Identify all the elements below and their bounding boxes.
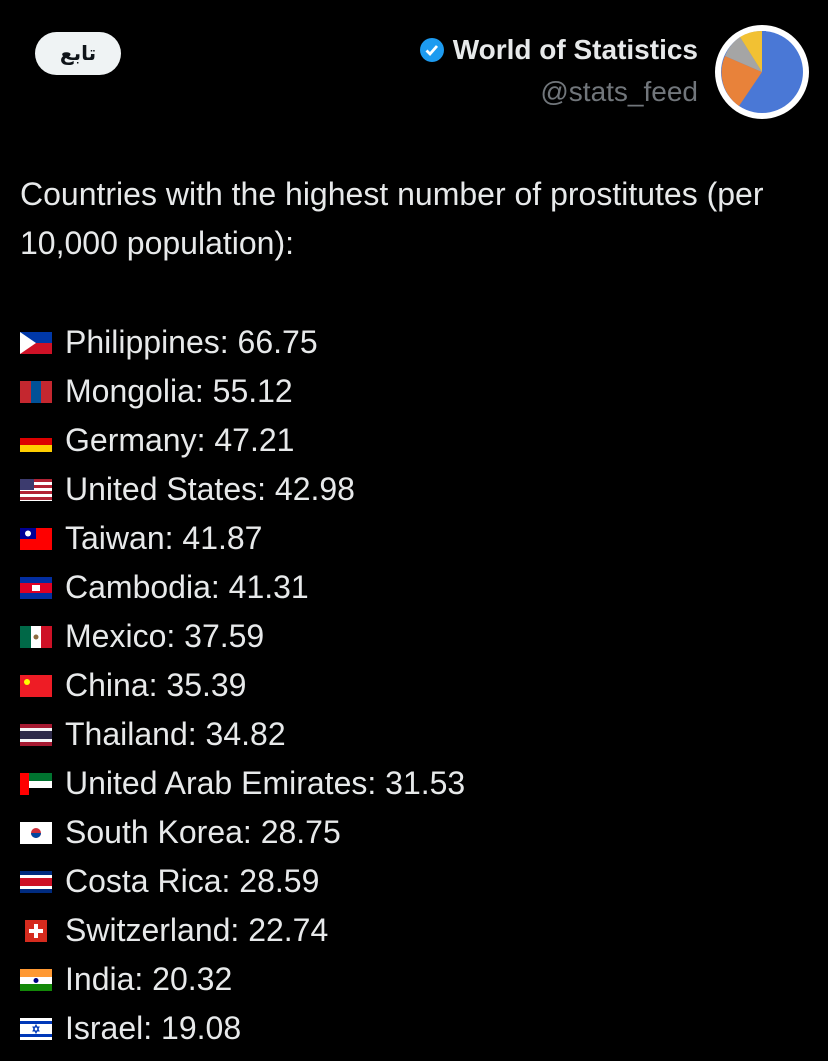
account-name-row: World of Statistics — [419, 34, 698, 66]
flag-icon — [20, 674, 52, 697]
list-item: United Arab Emirates: 31.53 — [20, 759, 465, 808]
list-item: Philippines: 66.75 — [20, 318, 465, 367]
flag-icon — [20, 772, 52, 795]
flag-icon — [20, 576, 52, 599]
list-item-text: South Korea: 28.75 — [65, 814, 341, 850]
list-item: Germany: 47.21 — [20, 416, 465, 465]
list-item-text: India: 20.32 — [65, 961, 233, 997]
list-item: Thailand: 34.82 — [20, 710, 465, 759]
flag-icon — [20, 1017, 52, 1040]
account-name[interactable]: World of Statistics — [452, 34, 698, 65]
list-item: Mexico: 37.59 — [20, 612, 465, 661]
flag-icon — [20, 429, 52, 452]
list-item: South Korea: 28.75 — [20, 808, 465, 857]
list-item-text: Thailand: 34.82 — [65, 716, 286, 752]
flag-icon — [20, 968, 52, 991]
tweet-list: Philippines: 66.75 Mongolia: 55.12 Germany… — [20, 318, 465, 1053]
list-item-text: Costa Rica: 28.59 — [65, 863, 320, 899]
flag-icon — [20, 821, 52, 844]
list-item: Mongolia: 55.12 — [20, 367, 465, 416]
avatar[interactable] — [714, 24, 810, 120]
list-item-text: China: 35.39 — [65, 667, 247, 703]
list-item: Cambodia: 41.31 — [20, 563, 465, 612]
list-item-text: United Arab Emirates: 31.53 — [65, 765, 466, 801]
flag-icon — [20, 527, 52, 550]
list-item-text: Germany: 47.21 — [65, 422, 295, 458]
flag-icon — [20, 478, 52, 501]
verified-badge — [419, 38, 444, 62]
list-item-text: Switzerland: 22.74 — [65, 912, 329, 948]
tweet-text: Countries with the highest number of pro… — [20, 176, 764, 261]
flag-icon — [20, 870, 52, 893]
list-item-text: Philippines: 66.75 — [65, 324, 318, 360]
account-handle[interactable]: @stats_feed — [540, 76, 698, 107]
list-item-text: Cambodia: 41.31 — [65, 569, 309, 605]
list-item-text: United States: 42.98 — [65, 471, 355, 507]
flag-icon — [25, 919, 47, 942]
list-item-text: Israel: 19.08 — [65, 1010, 242, 1046]
list-item: China: 35.39 — [20, 661, 465, 710]
list-item-text: Mongolia: 55.12 — [65, 373, 293, 409]
list-item: Israel: 19.08 — [20, 1004, 465, 1053]
list-item-text: Taiwan: 41.87 — [65, 520, 263, 556]
list-item: India: 20.32 — [20, 955, 465, 1004]
flag-icon — [20, 625, 52, 648]
list-item: United States: 42.98 — [20, 465, 465, 514]
list-item: Taiwan: 41.87 — [20, 514, 465, 563]
flag-icon — [20, 380, 52, 403]
list-item: Costa Rica: 28.59 — [20, 857, 465, 906]
list-item: Switzerland: 22.74 — [20, 906, 465, 955]
follow-button[interactable]: تابع — [35, 32, 121, 75]
flag-icon — [20, 723, 52, 746]
flag-icon — [20, 331, 52, 354]
list-item-text: Mexico: 37.59 — [65, 618, 265, 654]
